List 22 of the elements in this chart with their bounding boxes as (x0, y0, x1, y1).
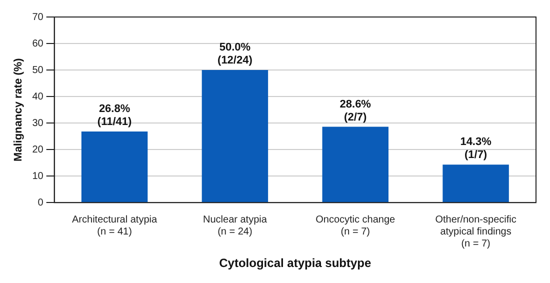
y-tick-label: 60 (32, 38, 44, 50)
bar (81, 132, 148, 202)
y-tick-label: 70 (32, 12, 44, 23)
y-tick-label: 40 (32, 91, 44, 102)
data-label: 50.0% (12/24) (218, 42, 253, 67)
y-tick-label: 10 (32, 170, 44, 182)
y-tick-label: 0 (38, 197, 44, 208)
data-label: 26.8% (11/41) (97, 103, 132, 128)
y-tick-label: 20 (32, 144, 44, 156)
y-axis-title: Malignancy rate (%) (12, 58, 25, 162)
x-tick-label: Oncocytic change (n = 7) (316, 214, 396, 238)
y-tick-label: 50 (32, 64, 44, 76)
x-tick-label: Architectural atypia (n = 41) (72, 214, 158, 238)
data-label: 28.6% (2/7) (340, 98, 372, 124)
x-tick-label: Other/non-specific atypical findings (n = 7) (435, 214, 516, 250)
bar (442, 164, 509, 202)
data-label: 14.3% (1/7) (460, 136, 492, 162)
x-axis-title: Cytological atypia subtype (219, 256, 372, 270)
y-tick-label: 30 (32, 118, 44, 129)
bar (322, 126, 388, 202)
bar (202, 70, 268, 202)
x-tick-label: Nuclear atypia (n = 24) (202, 214, 268, 238)
